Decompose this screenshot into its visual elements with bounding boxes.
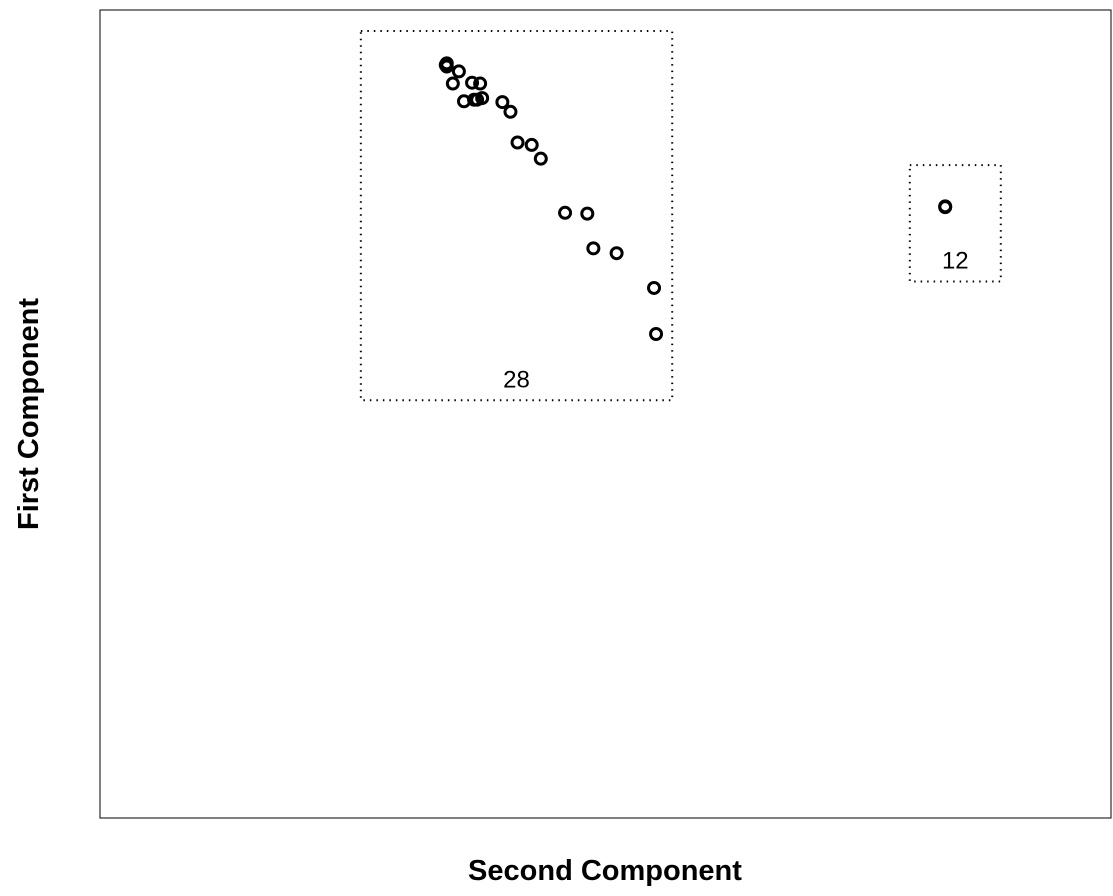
data-point-17 xyxy=(580,206,595,221)
data-point-10 xyxy=(456,94,471,109)
data-point-18 xyxy=(586,241,601,256)
y-axis-title: First Component xyxy=(13,298,45,530)
cluster-box-0 xyxy=(359,30,674,402)
cluster-groups: 28 12 xyxy=(359,30,1002,402)
cluster-label-1: 12 xyxy=(942,247,969,274)
data-point-21 xyxy=(649,327,664,342)
data-point-5 xyxy=(465,75,480,90)
data-point-16 xyxy=(558,205,573,220)
data-point-3 xyxy=(451,64,466,79)
data-point-20 xyxy=(647,280,662,295)
data-point-4 xyxy=(445,76,460,91)
x-axis-title: Second Component xyxy=(468,855,742,887)
data-point-14 xyxy=(524,137,539,152)
data-point-9 xyxy=(475,91,490,106)
data-point-12 xyxy=(503,104,518,119)
data-point-15 xyxy=(533,151,548,166)
data-point-13 xyxy=(510,135,525,150)
data-point-19 xyxy=(609,246,624,261)
data-point-6 xyxy=(473,76,488,91)
data-points xyxy=(438,56,953,342)
data-point-2 xyxy=(439,59,454,74)
cluster-label-0: 28 xyxy=(503,366,530,393)
plot-frame xyxy=(99,9,1112,819)
data-point-23 xyxy=(938,200,953,215)
data-point-11 xyxy=(495,95,510,110)
